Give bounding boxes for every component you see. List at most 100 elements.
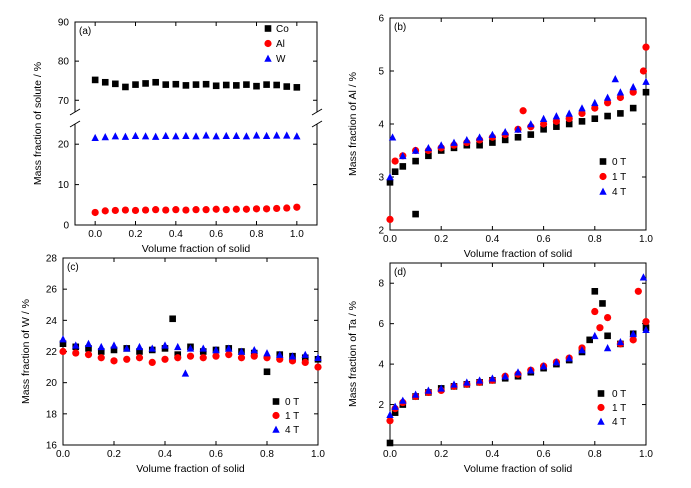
data-point bbox=[225, 351, 233, 359]
data-point bbox=[599, 300, 606, 307]
panel-b: 2 3 4 5 6 0.0 0.2 0.4 0.6 0.8 1.0 (b) Volume fractio… bbox=[347, 14, 653, 261]
legend-label: 0 T bbox=[612, 389, 626, 400]
y-axis-title: Mass fraction of Al / % bbox=[347, 72, 359, 176]
data-point bbox=[110, 346, 118, 354]
data-point bbox=[72, 341, 80, 349]
x-axis-title: Volume fraction of solid bbox=[142, 243, 251, 255]
data-point bbox=[237, 347, 246, 355]
data-point bbox=[591, 288, 599, 295]
data-point bbox=[639, 67, 648, 75]
data-point bbox=[386, 179, 394, 186]
data-point bbox=[552, 117, 561, 125]
data-point bbox=[263, 349, 271, 357]
data-point bbox=[616, 88, 625, 96]
panel-tag: (d) bbox=[394, 267, 406, 278]
x-tick-label: 0.2 bbox=[434, 449, 448, 460]
y-tick-label: 26 bbox=[46, 285, 58, 296]
data-point bbox=[501, 372, 509, 380]
data-point bbox=[172, 206, 180, 214]
y-axis-title: Mass fraction of W / % bbox=[20, 299, 32, 404]
y-tick-label: 90 bbox=[58, 18, 70, 29]
data-point bbox=[272, 131, 281, 139]
data-point bbox=[110, 357, 118, 365]
data-point bbox=[84, 339, 93, 348]
axis-break-mark bbox=[311, 108, 323, 116]
data-point bbox=[565, 120, 573, 128]
data-point bbox=[276, 350, 284, 358]
data-point bbox=[514, 125, 522, 133]
legend-label: 1 T bbox=[612, 172, 626, 183]
data-point bbox=[639, 273, 648, 281]
data-point bbox=[314, 353, 322, 362]
data-point bbox=[386, 410, 394, 418]
x-tick-label: 0.6 bbox=[209, 229, 223, 240]
data-point bbox=[212, 352, 220, 360]
data-point bbox=[642, 88, 650, 96]
data-point bbox=[242, 132, 251, 140]
data-point bbox=[642, 43, 650, 51]
y-tick-label: 16 bbox=[46, 441, 58, 452]
data-point bbox=[527, 131, 535, 138]
data-point bbox=[386, 215, 394, 223]
data-point bbox=[578, 104, 586, 112]
data-point bbox=[540, 120, 548, 128]
legend-label: 0 T bbox=[612, 157, 626, 168]
x-axis-title: Volume fraction of solid bbox=[136, 463, 245, 475]
axis-frame-lower bbox=[74, 124, 318, 226]
data-point bbox=[85, 345, 92, 352]
data-point bbox=[97, 348, 105, 355]
data-point bbox=[243, 81, 250, 88]
data-point bbox=[578, 346, 586, 354]
data-point bbox=[121, 206, 130, 214]
data-point bbox=[101, 133, 109, 141]
data-point bbox=[578, 118, 586, 125]
x-tick-label: 1.0 bbox=[639, 234, 653, 245]
x-tick-label: 0.4 bbox=[485, 234, 499, 245]
legend-label: 1 T bbox=[612, 403, 626, 414]
data-point bbox=[212, 132, 220, 140]
y-tick-label: 10 bbox=[58, 180, 70, 191]
data-point bbox=[565, 115, 573, 123]
data-point bbox=[182, 131, 190, 140]
data-point bbox=[232, 205, 240, 213]
data-point bbox=[169, 315, 176, 323]
data-point bbox=[293, 84, 301, 91]
y-axis-title: Mass fraction of Ta / % bbox=[347, 301, 359, 407]
legend-label: 4 T bbox=[285, 425, 299, 436]
x-tick-label: 0.2 bbox=[434, 234, 448, 245]
data-point bbox=[552, 358, 561, 366]
data-point bbox=[131, 206, 140, 215]
data-point bbox=[202, 131, 210, 139]
legend-marker bbox=[264, 54, 272, 62]
data-point bbox=[424, 143, 433, 152]
data-point bbox=[412, 157, 419, 165]
data-point bbox=[135, 342, 144, 351]
data-point bbox=[565, 354, 573, 362]
legend-label: 4 T bbox=[612, 187, 626, 198]
data-point bbox=[463, 136, 471, 144]
x-tick-label: 1.0 bbox=[639, 449, 653, 460]
data-point bbox=[123, 344, 131, 352]
legend-marker bbox=[272, 425, 280, 433]
data-point bbox=[172, 132, 180, 140]
y-tick-label: 0 bbox=[63, 221, 69, 232]
data-point bbox=[603, 93, 612, 101]
data-point bbox=[262, 205, 271, 213]
data-point bbox=[463, 378, 471, 386]
x-tick-label: 0.2 bbox=[129, 229, 143, 240]
data-point bbox=[603, 344, 612, 352]
y-tick-label: 24 bbox=[46, 316, 58, 327]
data-point bbox=[262, 131, 271, 140]
data-point bbox=[225, 344, 233, 352]
data-point bbox=[91, 76, 99, 84]
data-point bbox=[629, 104, 637, 112]
y-tick-label: 6 bbox=[378, 319, 384, 330]
data-point bbox=[59, 340, 67, 348]
data-point bbox=[212, 82, 220, 90]
data-point bbox=[273, 81, 280, 89]
data-point bbox=[501, 128, 509, 136]
y-tick-label: 80 bbox=[58, 57, 70, 68]
data-point bbox=[101, 207, 109, 215]
data-point bbox=[399, 163, 407, 170]
data-point bbox=[411, 146, 420, 154]
